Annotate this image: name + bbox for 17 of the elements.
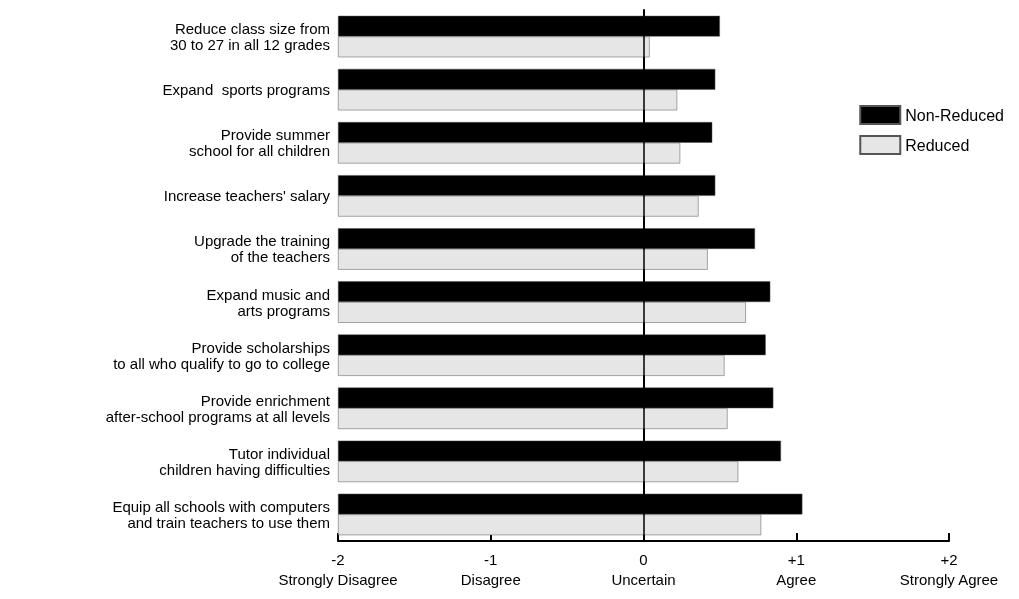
y-tick-label: Equip all schools with computers and train teachers to use them <box>112 497 330 531</box>
y-tick-label: Upgrade the training of the teachers <box>194 232 330 266</box>
y-tick-label: Reduce class size from 30 to 27 in all 12 grades <box>169 20 330 54</box>
legend-label: Non-Reduced <box>905 106 1005 124</box>
y-tick-label: Increase teachers' salary <box>163 187 331 205</box>
x-tick-label: -2 Strongly Disagree <box>278 550 398 588</box>
y-tick-label: Provide summer school for all children <box>189 126 330 160</box>
x-tick-label: +1 Agree <box>776 550 817 588</box>
legend-label: Reduced <box>905 136 970 154</box>
y-tick-label: Expand music and arts programs <box>206 285 330 319</box>
x-tick-label: -1 Disagree <box>460 550 521 588</box>
y-tick-label: Tutor individual children having difficulties <box>159 444 330 478</box>
y-tick-label: Provide enrichment after-school programs at all levels <box>105 391 331 425</box>
x-tick-label: 0 Uncertain <box>611 550 676 588</box>
y-tick-label: Expand sports programs <box>162 81 330 99</box>
y-tick-label: Provide scholarships to all who qualify to go to college <box>113 338 330 372</box>
x-tick-label: +2 Strongly Agree <box>899 550 999 588</box>
